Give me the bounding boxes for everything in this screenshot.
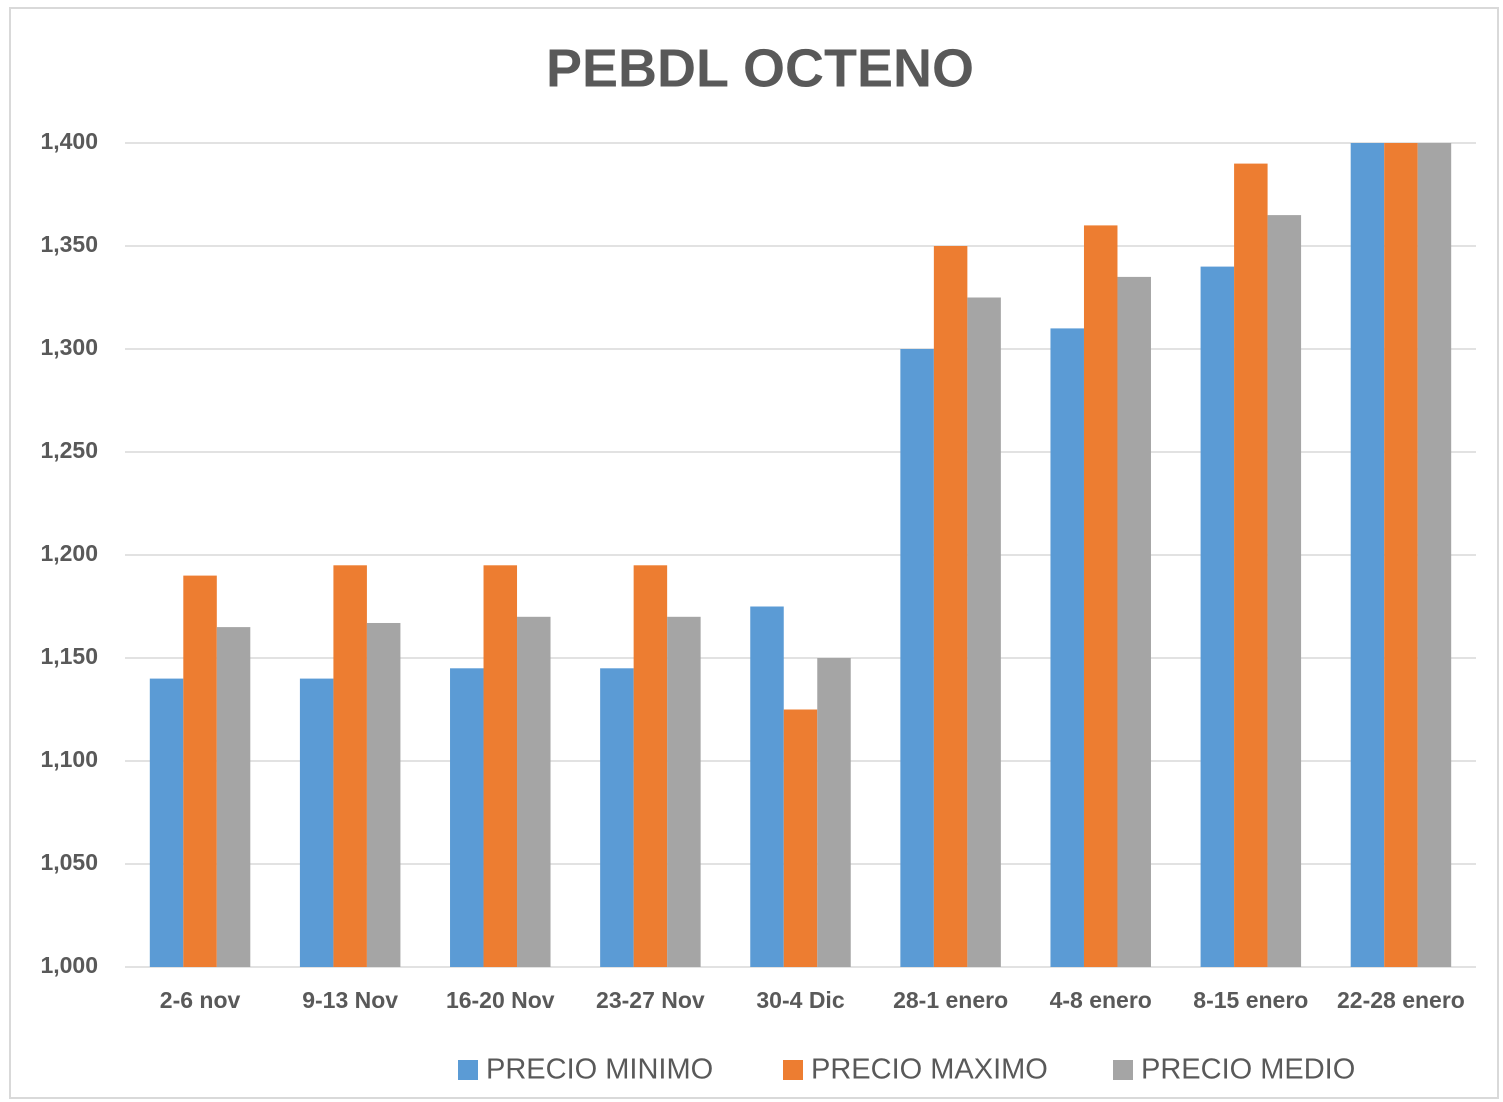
bar <box>633 565 668 967</box>
chart-title: PEBDL OCTENO <box>546 38 974 98</box>
y-tick-label: 1,200 <box>40 540 98 566</box>
bar <box>450 668 484 967</box>
bar <box>817 658 851 967</box>
y-tick-label: 1,100 <box>40 746 98 772</box>
bar <box>1267 215 1302 968</box>
bar <box>967 297 1001 967</box>
x-tick-label: 28-1 enero <box>893 987 1008 1013</box>
bar <box>149 678 184 967</box>
bar <box>216 627 251 967</box>
x-tick-label: 16-20 Nov <box>446 987 555 1013</box>
bar <box>517 616 551 967</box>
legend-swatch <box>458 1060 478 1080</box>
x-tick-label: 2-6 nov <box>160 987 241 1013</box>
x-tick-label: 4-8 enero <box>1050 987 1152 1013</box>
legend-label: PRECIO MAXIMO <box>811 1054 1048 1086</box>
x-tick-label: 9-13 Nov <box>302 987 398 1013</box>
bar <box>1417 143 1452 967</box>
bar <box>1083 225 1118 967</box>
y-tick-label: 1,000 <box>40 952 98 978</box>
y-tick-label: 1,350 <box>40 231 98 257</box>
bar <box>667 616 701 967</box>
y-tick-label: 1,400 <box>40 128 98 154</box>
x-tick-label: 23-27 Nov <box>596 987 705 1013</box>
bar <box>1350 143 1385 967</box>
legend-label: PRECIO MEDIO <box>1141 1054 1355 1086</box>
legend-label: PRECIO MINIMO <box>486 1054 713 1086</box>
x-tick-label: 30-4 Dic <box>756 987 844 1013</box>
bar <box>1234 163 1268 968</box>
bar <box>1050 328 1084 967</box>
bar <box>333 565 367 967</box>
bar <box>933 246 968 967</box>
bar <box>1200 266 1235 968</box>
legend-swatch <box>1113 1060 1133 1080</box>
bar <box>1384 143 1418 967</box>
y-tick-label: 1,250 <box>40 437 98 463</box>
bar <box>299 678 334 967</box>
bar <box>600 668 634 967</box>
bar <box>183 575 217 967</box>
bar <box>1117 276 1151 967</box>
bar <box>900 349 934 967</box>
y-tick-label: 1,300 <box>40 334 98 360</box>
y-tick-label: 1,050 <box>40 849 98 875</box>
x-tick-label: 8-15 enero <box>1193 987 1308 1013</box>
bar <box>366 622 401 967</box>
bar <box>750 606 784 967</box>
y-tick-label: 1,150 <box>40 643 98 669</box>
bar <box>483 565 518 967</box>
x-tick-label: 22-28 enero <box>1337 987 1465 1013</box>
bar <box>783 709 818 967</box>
legend-swatch <box>783 1060 803 1080</box>
